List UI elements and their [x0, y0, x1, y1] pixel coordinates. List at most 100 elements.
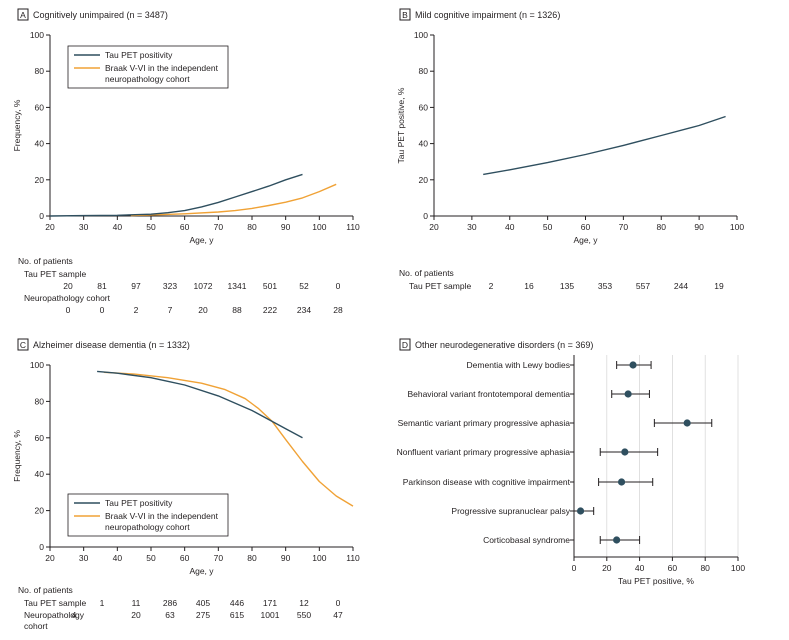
- x-tick-label: 70: [619, 222, 629, 232]
- table-row-label-2: cohort: [24, 621, 48, 631]
- table-cell: 0: [66, 305, 71, 315]
- panel-letter: A: [20, 10, 26, 20]
- x-axis-label: Age, y: [573, 235, 598, 245]
- table-cell: 20: [131, 610, 141, 620]
- x-axis-label: Age, y: [189, 566, 214, 576]
- table-cell: 557: [636, 281, 650, 291]
- legend-label-braak-2: neuropathology cohort: [105, 74, 190, 84]
- table-cell: 81: [97, 281, 107, 291]
- table-cell: 0: [336, 598, 341, 608]
- legend-box: [67, 45, 229, 89]
- estimate-point: [683, 419, 691, 427]
- x-tick-label: 100: [312, 222, 326, 232]
- panel-title: Mild cognitive impairment (n = 1326): [415, 10, 560, 20]
- y-tick-label: 80: [35, 66, 45, 76]
- y-tick-label: 80: [419, 66, 429, 76]
- x-tick-label: 30: [467, 222, 477, 232]
- category-label: Semantic variant primary progressive aph…: [398, 418, 571, 428]
- x-tick-label: 40: [635, 563, 645, 573]
- category-label: Corticobasal syndrome: [483, 535, 570, 545]
- x-tick-label: 20: [45, 222, 55, 232]
- x-tick-label: 30: [79, 222, 89, 232]
- estimate-point: [629, 361, 637, 369]
- panel-letter-box: [399, 8, 411, 21]
- table-title: No. of patients: [18, 585, 73, 595]
- x-tick-label: 20: [45, 553, 55, 563]
- table-cell: 7: [168, 305, 173, 315]
- x-tick-label: 40: [113, 553, 123, 563]
- y-tick-label: 20: [419, 175, 429, 185]
- table-cell: 286: [163, 598, 177, 608]
- y-tick-label: 40: [35, 139, 45, 149]
- table-cell: 550: [297, 610, 311, 620]
- panel-title: Alzheimer disease dementia (n = 1332): [33, 340, 190, 350]
- table-cell: 2: [134, 305, 139, 315]
- panel-letter: B: [402, 10, 408, 20]
- x-tick-label: 20: [602, 563, 612, 573]
- y-tick-label: 0: [39, 211, 44, 221]
- panel-letter-box: [17, 338, 29, 351]
- panel-letter: C: [20, 340, 26, 350]
- legend-label-braak-2: neuropathology cohort: [105, 522, 190, 532]
- x-tick-label: 90: [281, 222, 291, 232]
- panel-letter-box: [399, 338, 411, 351]
- y-axis-label: Frequency, %: [12, 430, 22, 482]
- y-tick-label: 60: [419, 102, 429, 112]
- x-tick-label: 60: [180, 553, 190, 563]
- category-label: Nonfluent variant primary progressive ap…: [397, 447, 571, 457]
- table-cell: 0: [100, 305, 105, 315]
- table-cell: 4: [72, 610, 77, 620]
- y-tick-label: 100: [414, 30, 428, 40]
- category-label: Behavioral variant frontotemporal dement…: [407, 389, 570, 399]
- table-title: No. of patients: [399, 268, 454, 278]
- table-cell: 501: [263, 281, 277, 291]
- table-row-label: Tau PET sample: [24, 269, 86, 279]
- x-tick-label: 50: [146, 553, 156, 563]
- x-tick-label: 80: [700, 563, 710, 573]
- table-cell: 52: [299, 281, 309, 291]
- legend-box: [67, 493, 229, 537]
- table-cell: 1341: [228, 281, 247, 291]
- x-tick-label: 0: [572, 563, 577, 573]
- x-tick-label: 110: [346, 222, 360, 232]
- panel-letter-box: [17, 8, 29, 21]
- x-tick-label: 50: [146, 222, 156, 232]
- x-tick-label: 20: [429, 222, 439, 232]
- x-tick-label: 50: [543, 222, 553, 232]
- legend-label-tau: Tau PET positivity: [105, 50, 173, 60]
- y-tick-label: 20: [35, 175, 45, 185]
- x-tick-label: 60: [180, 222, 190, 232]
- panel-title: Other neurodegenerative disorders (n = 3…: [415, 340, 593, 350]
- series-line-0: [483, 115, 726, 176]
- table-cell: 222: [263, 305, 277, 315]
- panel-title: Cognitively unimpaired (n = 3487): [33, 10, 168, 20]
- x-axis-label: Tau PET positive, %: [618, 576, 694, 586]
- estimate-point: [613, 536, 621, 544]
- legend-label-braak: Braak V-VI in the independent: [105, 63, 219, 73]
- table-cell: 0: [336, 281, 341, 291]
- table-cell: 323: [163, 281, 177, 291]
- series-line-0: [97, 370, 303, 439]
- x-tick-label: 80: [247, 222, 257, 232]
- category-label: Dementia with Lewy bodies: [467, 360, 570, 370]
- x-tick-label: 70: [214, 553, 224, 563]
- x-tick-label: 80: [657, 222, 667, 232]
- panel-letter: D: [402, 340, 408, 350]
- y-axis-label: Frequency, %: [12, 99, 22, 151]
- table-cell: 171: [263, 598, 277, 608]
- table-cell: 135: [560, 281, 574, 291]
- table-cell: 20: [198, 305, 208, 315]
- series-line-1: [130, 183, 337, 217]
- x-tick-label: 100: [312, 553, 326, 563]
- table-cell: 97: [131, 281, 141, 291]
- x-tick-label: 30: [79, 553, 89, 563]
- table-row-label: Tau PET sample: [409, 281, 471, 291]
- y-tick-label: 20: [35, 506, 45, 516]
- table-row-label: Neuropathology: [24, 610, 85, 620]
- y-tick-label: 80: [35, 396, 45, 406]
- estimate-point: [621, 448, 629, 456]
- table-cell: 88: [232, 305, 242, 315]
